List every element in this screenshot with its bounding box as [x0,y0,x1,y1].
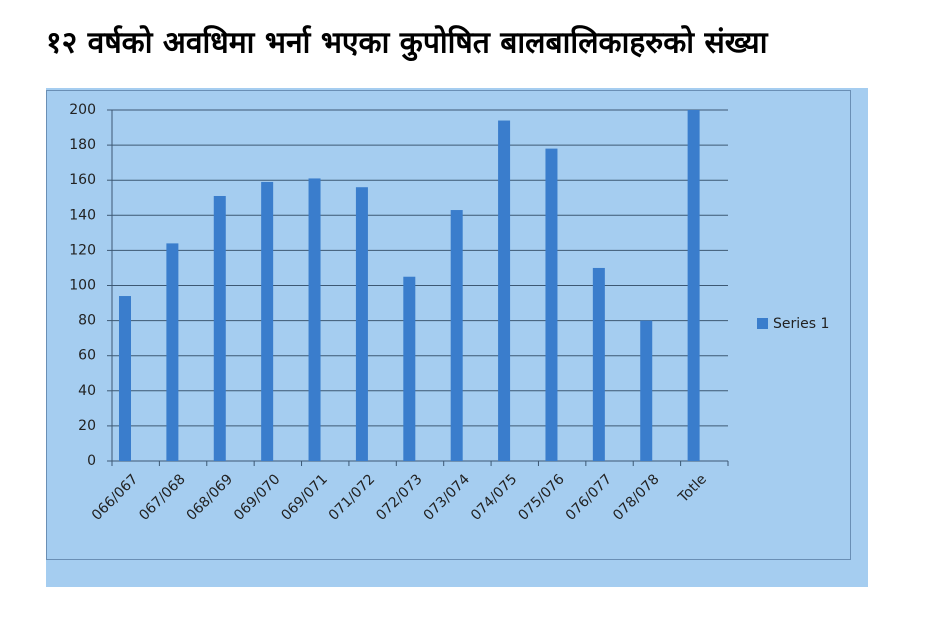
bar [545,148,558,462]
bar [450,210,463,461]
y-tick-label: 60 [78,348,96,364]
bar [498,120,511,461]
legend-swatch [757,318,768,329]
bar [355,187,368,461]
y-tick-label: 120 [69,242,96,258]
y-tick-label: 180 [69,137,96,153]
bar [119,296,131,461]
y-tick-label: 40 [78,383,96,399]
plot-border [46,90,851,560]
legend-label: Series 1 [773,316,829,332]
bar [403,276,416,461]
bar [592,267,605,461]
y-tick-label: 160 [69,172,96,188]
chart-title: १२ वर्षको अवधिमा भर्ना भएका कुपोषित बालब… [46,25,769,62]
y-tick-label: 20 [78,418,96,434]
y-tick-label: 200 [69,102,96,118]
bar [687,110,700,461]
bar [213,195,226,461]
y-tick-label: 100 [69,278,96,294]
bar [166,243,179,461]
y-tick-label: 0 [87,453,96,469]
y-tick-label: 80 [78,313,96,329]
bar [308,178,321,461]
y-tick-label: 140 [69,207,96,223]
bar [640,320,653,461]
bar [261,181,274,461]
